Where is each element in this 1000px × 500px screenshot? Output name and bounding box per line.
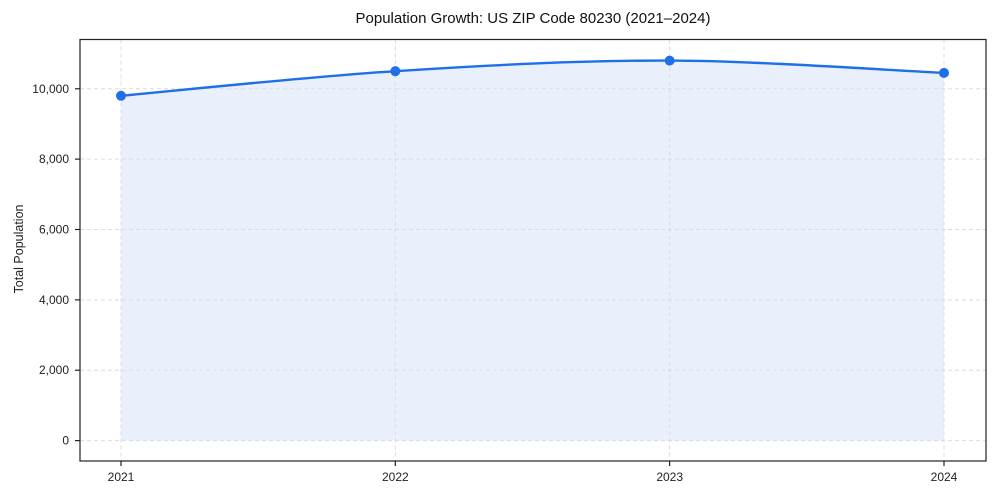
data-point-2023 <box>664 55 675 66</box>
x-tick-label: 2021 <box>108 470 135 484</box>
data-point-2022 <box>390 66 401 77</box>
data-line <box>119 59 946 97</box>
y-tick-label: 10,000 <box>32 82 69 96</box>
y-tick-label: 4,000 <box>39 293 69 307</box>
x-tick-label: 2022 <box>382 470 409 484</box>
y-tick-label: 6,000 <box>39 222 69 236</box>
x-tick-label: 2024 <box>931 470 958 484</box>
y-tick-label: 0 <box>62 434 69 448</box>
data-point-2021 <box>116 90 126 101</box>
data-point-2024 <box>939 67 949 78</box>
x-tick-label: 2023 <box>656 470 683 484</box>
y-tick-label: 2,000 <box>39 363 69 377</box>
area-fill <box>121 60 944 441</box>
chart-title: Population Growth: US ZIP Code 80230 (20… <box>355 10 711 27</box>
y-tick-label: 8,000 <box>39 152 69 166</box>
plot-border <box>79 38 987 462</box>
